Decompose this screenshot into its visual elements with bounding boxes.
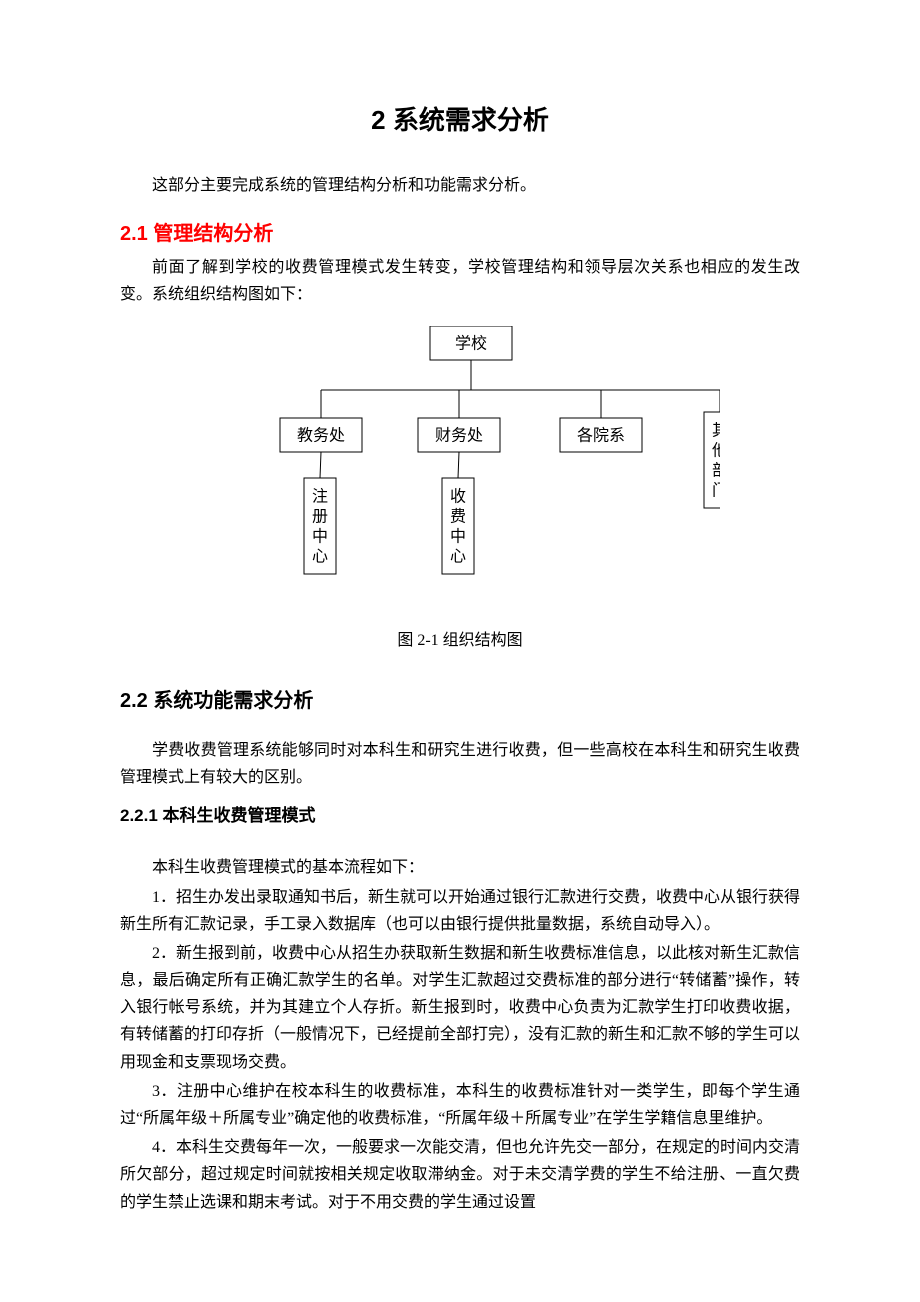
section-2-2-para: 学费收费管理系统能够同时对本科生和研究生进行收费，但一些高校在本科生和研究生收费… xyxy=(120,737,800,791)
svg-text:费: 费 xyxy=(450,507,466,525)
svg-text:他: 他 xyxy=(712,441,720,459)
svg-text:中: 中 xyxy=(312,527,328,545)
page: 2 系统需求分析 这部分主要完成系统的管理结构分析和功能需求分析。 2.1 管理… xyxy=(0,0,920,1302)
svg-text:心: 心 xyxy=(312,547,328,565)
p221-1: 1．招生办发出录取通知书后，新生就可以开始通过银行汇款进行交费，收费中心从银行获… xyxy=(120,884,800,938)
p221-0: 本科生收费管理模式的基本流程如下： xyxy=(120,854,800,881)
svg-text:门: 门 xyxy=(712,481,720,499)
svg-text:注: 注 xyxy=(312,487,328,505)
svg-text:部: 部 xyxy=(712,461,720,479)
svg-text:收: 收 xyxy=(450,487,466,505)
org-diagram: 学校教务处财务处各院系其他部门注册中心收费中心 xyxy=(120,326,800,616)
svg-text:心: 心 xyxy=(450,547,466,565)
p221-2: 2．新生报到前，收费中心从招生办获取新生数据和新生收费标准信息，以此核对新生汇款… xyxy=(120,940,800,1076)
chapter-title: 2 系统需求分析 xyxy=(120,100,800,137)
section-2-2-1-heading: 2.2.1 本科生收费管理模式 xyxy=(120,801,800,826)
svg-text:各院系: 各院系 xyxy=(577,426,625,444)
section-2-2-heading: 2.2 系统功能需求分析 xyxy=(120,684,800,713)
section-2-1-para: 前面了解到学校的收费管理模式发生转变，学校管理结构和领导层次关系也相应的发生改变… xyxy=(120,254,800,308)
svg-text:学校: 学校 xyxy=(455,334,487,352)
svg-text:其: 其 xyxy=(712,421,720,439)
svg-text:财务处: 财务处 xyxy=(435,426,483,444)
svg-text:教务处: 教务处 xyxy=(297,426,345,444)
section-2-1-heading: 2.1 管理结构分析 xyxy=(120,217,800,246)
svg-text:中: 中 xyxy=(450,527,466,545)
figure-caption: 图 2-1 组织结构图 xyxy=(120,626,800,650)
svg-text:册: 册 xyxy=(312,508,328,525)
p221-3: 3．注册中心维护在校本科生的收费标准，本科生的收费标准针对一类学生，即每个学生通… xyxy=(120,1078,800,1132)
p221-4: 4．本科生交费每年一次，一般要求一次能交清，但也允许先交一部分，在规定的时间内交… xyxy=(120,1134,800,1216)
chapter-intro: 这部分主要完成系统的管理结构分析和功能需求分析。 xyxy=(120,173,800,199)
